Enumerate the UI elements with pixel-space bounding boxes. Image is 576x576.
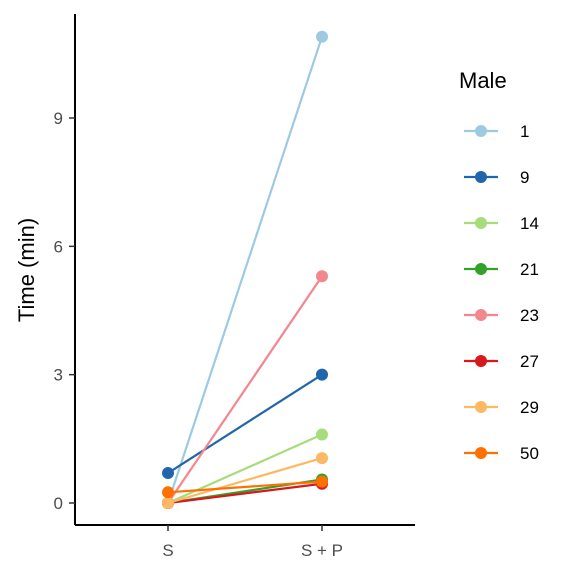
legend-key-point bbox=[475, 171, 487, 183]
data-point bbox=[316, 30, 328, 43]
legend-label: 23 bbox=[520, 306, 539, 325]
data-point bbox=[316, 428, 328, 441]
legend-title: Male bbox=[459, 68, 507, 93]
legend-key-point bbox=[475, 263, 487, 275]
legend-key-point bbox=[475, 447, 487, 459]
legend-item-1: 1 bbox=[464, 122, 529, 141]
y-tick-label: 3 bbox=[54, 366, 63, 385]
data-point bbox=[162, 467, 174, 480]
data-point bbox=[162, 497, 174, 509]
data-point bbox=[316, 452, 328, 465]
legend-label: 9 bbox=[520, 168, 529, 187]
data-point bbox=[316, 270, 328, 283]
series-line bbox=[167, 482, 323, 505]
legend-item-27: 27 bbox=[464, 352, 539, 371]
legend-key-point bbox=[475, 217, 487, 229]
legend-item-23: 23 bbox=[464, 306, 539, 325]
series-line bbox=[167, 373, 323, 474]
data-point bbox=[316, 475, 328, 488]
y-axis: 0 3 6 9 bbox=[54, 14, 76, 525]
series-23 bbox=[162, 270, 328, 509]
legend-key-point bbox=[475, 125, 487, 137]
y-axis-title: Time (min) bbox=[14, 218, 39, 322]
legend-key-point bbox=[475, 309, 487, 321]
legend-item-21: 21 bbox=[464, 260, 539, 279]
legend-item-14: 14 bbox=[464, 214, 539, 233]
plot-area bbox=[162, 30, 328, 509]
data-point bbox=[316, 368, 328, 381]
legend: Male 1 9 14 21 23 27 29 50 bbox=[459, 68, 539, 463]
x-tick-label: S bbox=[162, 541, 173, 560]
series-line bbox=[166, 36, 324, 504]
x-tick-label: S + P bbox=[301, 541, 343, 560]
legend-item-29: 29 bbox=[464, 398, 539, 417]
legend-key-point bbox=[475, 401, 487, 413]
series-29 bbox=[162, 452, 328, 509]
y-tick-label: 0 bbox=[54, 494, 63, 513]
series-9 bbox=[162, 368, 328, 480]
legend-item-50: 50 bbox=[464, 444, 539, 463]
legend-label: 27 bbox=[520, 352, 539, 371]
legend-label: 29 bbox=[520, 398, 539, 417]
legend-label: 21 bbox=[520, 260, 539, 279]
series-line bbox=[167, 275, 323, 504]
legend-label: 1 bbox=[520, 122, 529, 141]
series-line bbox=[167, 457, 323, 505]
legend-key-point bbox=[475, 355, 487, 367]
series-line bbox=[167, 480, 323, 494]
y-tick-label: 9 bbox=[54, 109, 63, 128]
y-tick-label: 6 bbox=[54, 237, 63, 256]
data-point bbox=[162, 486, 174, 499]
series-50 bbox=[162, 475, 328, 499]
legend-item-9: 9 bbox=[464, 168, 529, 187]
legend-label: 14 bbox=[520, 214, 539, 233]
legend-label: 50 bbox=[520, 444, 539, 463]
x-axis: S S + P bbox=[75, 524, 415, 560]
series-1 bbox=[162, 30, 328, 509]
